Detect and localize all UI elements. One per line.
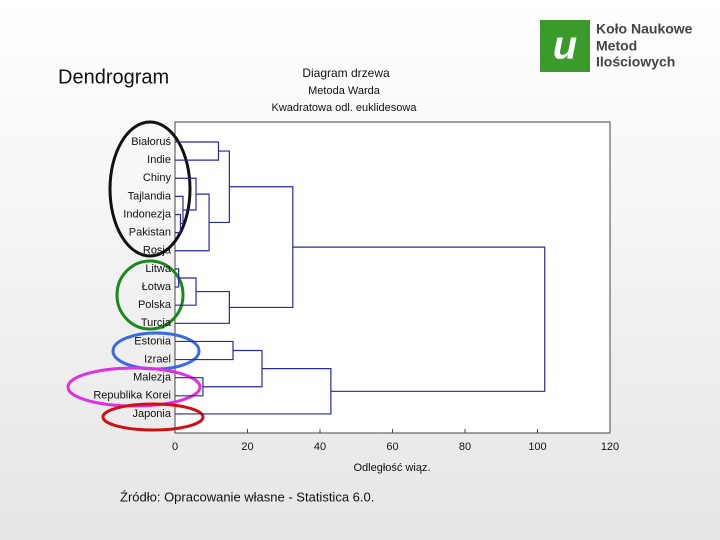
- source-note: Źródło: Opracowanie własne - Statistica …: [120, 489, 374, 504]
- leaf-label: Białoruś: [131, 136, 171, 148]
- logo-text: Metod: [596, 38, 637, 54]
- x-tick-label: 20: [241, 441, 253, 453]
- logo-text: Ilościowych: [596, 54, 675, 70]
- x-axis-label: Odległość wiąz.: [353, 462, 430, 474]
- leaf-label: Polska: [138, 299, 172, 311]
- x-tick-label: 60: [386, 441, 398, 453]
- chart-title: Diagram drzewa: [302, 66, 390, 80]
- leaf-label: Łotwa: [142, 281, 172, 293]
- leaf-label: Republika Korei: [93, 390, 171, 402]
- leaf-label: Rosja: [143, 245, 172, 257]
- leaf-label: Turcja: [141, 317, 172, 329]
- x-tick-label: 100: [528, 441, 546, 453]
- x-tick-label: 80: [459, 441, 471, 453]
- chart-subtitle: Kwadratowa odl. euklidesowa: [272, 102, 418, 114]
- leaf-label: Indonezja: [123, 208, 172, 220]
- leaf-label: Tajlandia: [128, 190, 172, 202]
- dendrogram-link: [292, 246, 546, 392]
- leaf-label: Pakistan: [129, 227, 171, 239]
- leaf-label: Chiny: [143, 172, 172, 184]
- leaf-label: Japonia: [132, 408, 171, 420]
- logo-letter: u: [553, 24, 577, 68]
- highlight-ellipse: [115, 259, 185, 331]
- plot-frame: [174, 121, 611, 434]
- x-tick-label: 0: [172, 441, 178, 453]
- highlight-ellipse: [108, 120, 192, 258]
- leaf-label: Izrael: [144, 353, 171, 365]
- leaf-label: Indie: [147, 154, 171, 166]
- x-tick-label: 120: [601, 441, 619, 453]
- leaf-label: Litwa: [145, 263, 172, 275]
- highlight-ellipse: [101, 402, 205, 432]
- x-tick-label: 40: [314, 441, 326, 453]
- leaf-label: Malezja: [133, 372, 172, 384]
- slide-title: Dendrogram: [58, 66, 169, 88]
- highlights: [66, 120, 205, 432]
- logo-text: Koło Naukowe: [596, 21, 693, 37]
- chart-subtitle: Metoda Warda: [308, 85, 381, 97]
- leaf-label: Estonia: [134, 335, 172, 347]
- logo: u Koło Naukowe Metod Ilościowych: [540, 20, 693, 72]
- logo-mark: [540, 20, 590, 72]
